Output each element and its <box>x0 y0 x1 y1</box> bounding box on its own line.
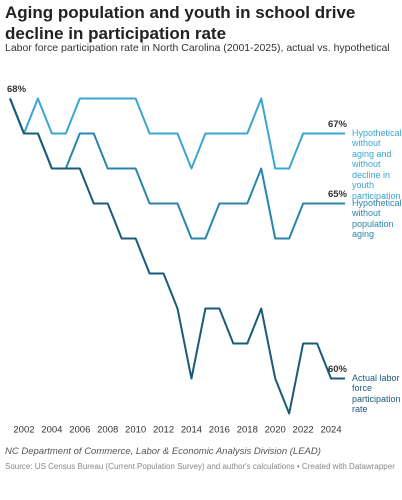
series-line <box>9 98 345 415</box>
x-tick-label: 2022 <box>293 425 314 436</box>
x-tick-label: 2006 <box>69 425 90 436</box>
value-label: 60% <box>328 364 348 375</box>
value-label: 65% <box>328 189 348 200</box>
legend-label: Hypothetical: without population aging <box>352 197 402 240</box>
x-tick-label: 2020 <box>265 425 286 436</box>
x-tick-label: 2014 <box>181 425 202 436</box>
note: NC Department of Commerce, Labor & Econo… <box>5 446 321 457</box>
series-line <box>9 97 345 170</box>
chart: 2002 2004 2006 2008 2010 2012 2014 2016 2018 2020… <box>7 84 348 436</box>
value-label: 67% <box>328 119 348 130</box>
legend-label: Hypothetical: without aging and without … <box>352 127 402 201</box>
x-tick-label: 2016 <box>209 425 230 436</box>
x-tick-label: 2010 <box>125 425 146 436</box>
source: Source: US Census Bureau (Current Popula… <box>5 462 395 471</box>
x-tick-label: 2002 <box>13 425 34 436</box>
x-tick-label: 2008 <box>97 425 118 436</box>
value-label: 68% <box>7 84 27 95</box>
x-tick-label: 2004 <box>41 425 62 436</box>
chart-subtitle: Labor force participation rate in North … <box>5 42 390 54</box>
chart-title: Aging population and youth in school dri… <box>5 3 356 43</box>
legend-label: Actual labor force participation rate <box>352 372 401 415</box>
x-tick-label: 2012 <box>153 425 174 436</box>
x-tick-label: 2018 <box>237 425 258 436</box>
x-tick-label: 2024 <box>320 425 341 436</box>
